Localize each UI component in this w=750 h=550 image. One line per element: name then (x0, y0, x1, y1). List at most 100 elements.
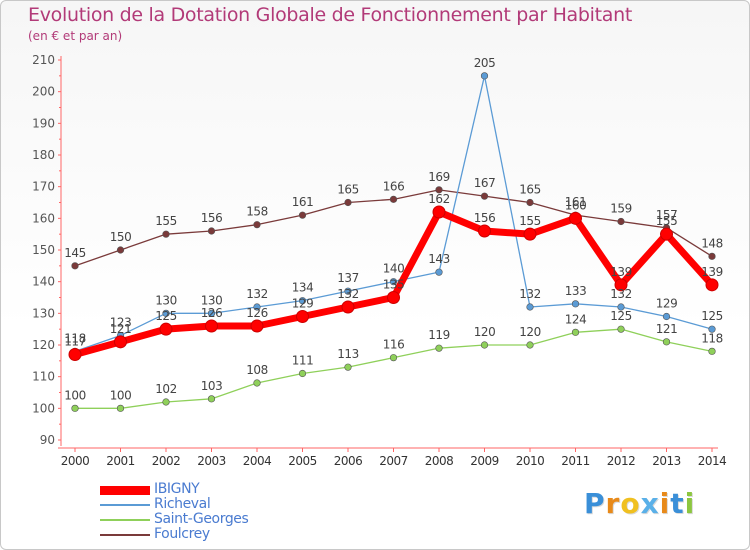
data-point-ibigny (114, 335, 127, 349)
data-point-richeval (526, 303, 534, 311)
x-tick-label: 2006 (334, 454, 363, 468)
x-tick-label: 2004 (243, 454, 272, 468)
data-label-ibigny: 129 (292, 297, 313, 311)
data-point-saint-georges (253, 379, 261, 387)
data-point-saint-georges (116, 404, 125, 412)
data-label-saint-georges: 124 (565, 312, 586, 326)
data-label-foulcrey: 158 (246, 205, 267, 219)
data-point-richeval (162, 309, 170, 317)
data-label-richeval: 132 (246, 287, 267, 301)
data-label-richeval: 132 (610, 287, 631, 301)
data-label-richeval: 130 (155, 293, 176, 307)
proxiti-logo: Proxiti (584, 487, 695, 520)
data-point-saint-georges (435, 344, 443, 352)
data-point-foulcrey (389, 195, 398, 203)
data-point-foulcrey (298, 211, 307, 219)
x-tick-label: 2003 (197, 454, 226, 468)
data-label-saint-georges: 121 (656, 322, 677, 336)
data-label-saint-georges: 116 (383, 338, 404, 352)
data-label-saint-georges: 119 (428, 328, 449, 342)
data-label-richeval: 205 (474, 56, 495, 70)
data-point-ibigny (569, 211, 582, 225)
data-point-foulcrey (526, 198, 534, 207)
data-point-saint-georges (571, 328, 580, 336)
data-point-richeval (298, 297, 307, 305)
data-label-ibigny: 155 (519, 214, 540, 228)
data-label-ibigny: 132 (337, 287, 358, 301)
data-label-saint-georges: 118 (701, 331, 722, 345)
y-tick-label: 110 (32, 370, 55, 384)
x-tick-label: 2000 (61, 454, 90, 468)
data-label-saint-georges: 120 (474, 325, 495, 339)
data-label-foulcrey: 157 (656, 208, 677, 222)
y-tick-label: 200 (32, 85, 55, 99)
data-label-ibigny: 135 (383, 278, 404, 292)
data-point-richeval (207, 309, 216, 317)
data-point-ibigny (250, 319, 264, 333)
data-point-ibigny (68, 348, 82, 361)
data-label-richeval: 143 (428, 252, 449, 266)
data-point-ibigny (523, 227, 537, 241)
data-point-foulcrey (253, 221, 261, 229)
data-point-saint-georges (389, 354, 398, 362)
data-label-foulcrey: 156 (201, 211, 222, 225)
logo-letter: o (620, 487, 641, 520)
data-label-richeval: 125 (701, 309, 722, 323)
data-label-foulcrey: 161 (565, 195, 586, 209)
data-point-foulcrey (708, 252, 716, 260)
legend-swatch (100, 485, 150, 495)
x-tick-label: 2008 (425, 454, 454, 468)
data-label-richeval: 134 (292, 281, 313, 295)
legend-label: Foulcrey (154, 526, 210, 542)
logo-letter: x (640, 487, 660, 520)
data-label-foulcrey: 169 (428, 170, 449, 184)
data-point-foulcrey (71, 262, 79, 270)
y-tick-label: 120 (32, 338, 55, 352)
data-label-ibigny: 139 (610, 265, 631, 279)
x-tick-label: 2011 (561, 454, 590, 468)
data-point-ibigny (660, 227, 673, 241)
data-label-ibigny: 160 (565, 198, 586, 212)
data-point-richeval (617, 303, 625, 311)
data-label-richeval: 129 (656, 297, 677, 311)
data-label-ibigny: 155 (656, 214, 677, 228)
y-tick-label: 190 (32, 116, 55, 130)
data-point-foulcrey (435, 186, 443, 194)
data-point-ibigny (205, 319, 218, 333)
data-point-foulcrey (162, 230, 170, 238)
data-point-foulcrey (480, 192, 489, 200)
chart-title: Evolution de la Dotation Globale de Fonc… (28, 4, 633, 26)
data-point-richeval (389, 278, 398, 286)
data-label-richeval: 118 (64, 331, 85, 345)
logo-letter: i (659, 487, 671, 520)
data-label-foulcrey: 159 (610, 202, 631, 216)
data-point-saint-georges (71, 404, 79, 412)
data-label-foulcrey: 167 (474, 176, 495, 190)
legend-label: Richeval (154, 496, 211, 512)
data-point-foulcrey (116, 246, 125, 254)
data-label-richeval: 132 (519, 287, 540, 301)
data-point-saint-georges (480, 341, 489, 349)
data-point-saint-georges (662, 338, 671, 346)
data-label-saint-georges: 111 (292, 354, 313, 368)
data-point-saint-georges (207, 395, 216, 403)
legend-swatch (100, 504, 150, 506)
legend-label: IBIGNY (154, 481, 200, 497)
data-point-saint-georges (708, 347, 716, 355)
logo-letter: t (670, 487, 685, 520)
data-label-saint-georges: 102 (155, 382, 176, 396)
data-label-saint-georges: 108 (246, 363, 267, 377)
data-label-saint-georges: 125 (610, 309, 631, 323)
data-label-foulcrey: 145 (64, 246, 85, 260)
data-point-richeval (344, 287, 352, 295)
data-label-ibigny: 156 (474, 211, 495, 225)
y-tick-label: 150 (32, 243, 55, 257)
data-point-richeval (253, 303, 261, 311)
y-tick-label: 210 (32, 53, 55, 67)
data-point-saint-georges (617, 325, 625, 333)
x-tick-label: 2007 (379, 454, 408, 468)
data-label-foulcrey: 166 (383, 179, 404, 193)
data-label-richeval: 140 (383, 262, 404, 276)
data-point-foulcrey (344, 198, 352, 207)
x-tick-label: 2002 (152, 454, 181, 468)
